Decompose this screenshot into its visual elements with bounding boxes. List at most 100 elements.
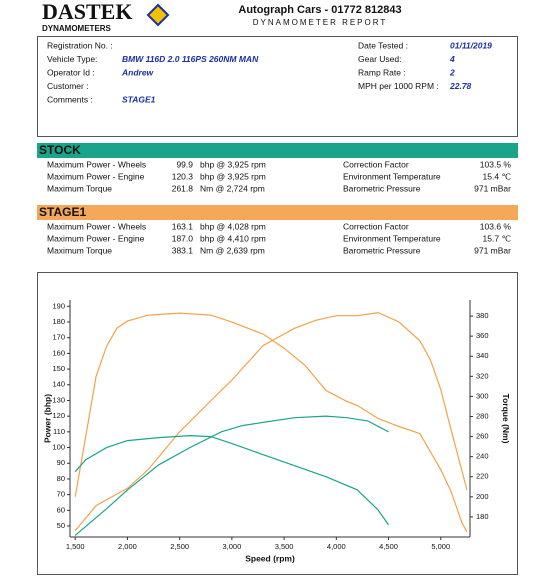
y-tick-label: 120 bbox=[52, 411, 65, 420]
x-tick-label: 3,000 bbox=[222, 542, 241, 551]
y-tick-label: 50 bbox=[57, 521, 65, 530]
row-unit: bhp @ 4,028 rpm bbox=[200, 221, 266, 231]
row-value: 103.5 % bbox=[480, 159, 512, 169]
y-axis-title: Power (bhp) bbox=[42, 394, 52, 443]
y-tick-label: 70 bbox=[57, 490, 65, 499]
details: Registration No. : Vehicle Type: BMW 116D … bbox=[47, 40, 492, 104]
row-value: 971 mBar bbox=[474, 245, 511, 255]
section-title: STAGE1 bbox=[39, 205, 86, 219]
row-label: Environment Temperature bbox=[343, 171, 441, 181]
y-tick-label: 170 bbox=[52, 333, 65, 342]
detail-value: 01/11/2019 bbox=[450, 40, 492, 50]
row-label: Maximum Torque bbox=[47, 183, 112, 193]
curve bbox=[74, 434, 389, 526]
logo-icon bbox=[146, 3, 170, 27]
y2-tick-label: 320 bbox=[476, 371, 489, 380]
y-tick-label: 60 bbox=[57, 505, 65, 514]
row-label: Correction Factor bbox=[343, 221, 409, 231]
row-label: Maximum Power - Wheels bbox=[47, 221, 146, 231]
detail-label: Customer : bbox=[47, 81, 89, 91]
y-tick-label: 110 bbox=[53, 427, 65, 436]
curve bbox=[74, 415, 389, 536]
y2-tick-label: 300 bbox=[476, 391, 489, 400]
detail-label: Registration No. : bbox=[47, 40, 113, 50]
curve bbox=[74, 311, 468, 532]
chart-box bbox=[37, 272, 518, 575]
x-tick-label: 1,500 bbox=[66, 542, 85, 551]
x-tick-label: 5,000 bbox=[431, 542, 450, 551]
section-bar bbox=[37, 143, 518, 158]
row-unit: bhp @ 4,410 rpm bbox=[200, 233, 266, 243]
row-value: 103.6 % bbox=[480, 221, 512, 231]
row-value: 99.9 bbox=[176, 159, 193, 169]
row-value: 261.8 bbox=[172, 183, 194, 193]
details-box bbox=[37, 36, 518, 137]
x-tick-label: 2,500 bbox=[170, 542, 189, 551]
detail-value: 22.78 bbox=[449, 81, 472, 91]
x-tick-label: 3,500 bbox=[275, 542, 294, 551]
y-tick-label: 130 bbox=[52, 395, 65, 404]
detail-value: 2 bbox=[449, 67, 455, 77]
detail-value: Andrew bbox=[121, 67, 155, 77]
detail-value: STAGE1 bbox=[122, 94, 156, 104]
y-tick-label: 150 bbox=[52, 364, 65, 373]
detail-label: Date Tested : bbox=[358, 40, 408, 50]
detail-label: Operator Id : bbox=[47, 67, 95, 77]
row-label: Barometric Pressure bbox=[343, 183, 421, 193]
y2-tick-label: 280 bbox=[476, 411, 489, 420]
y2-tick-label: 380 bbox=[476, 311, 489, 320]
x-axis-title: Speed (rpm) bbox=[245, 553, 295, 563]
row-unit: Nm @ 2,639 rpm bbox=[200, 245, 265, 255]
row-label: Barometric Pressure bbox=[343, 245, 421, 255]
y-tick-label: 100 bbox=[52, 443, 65, 452]
detail-label: Ramp Rate : bbox=[358, 67, 406, 77]
row-label: Maximum Torque bbox=[47, 245, 112, 255]
header-title: Autograph Cars - 01772 812843 bbox=[238, 4, 401, 16]
detail-label: MPH per 1000 RPM : bbox=[358, 81, 439, 91]
y2-tick-label: 200 bbox=[476, 492, 489, 501]
y-tick-label: 190 bbox=[52, 301, 65, 310]
y2-tick-label: 340 bbox=[476, 351, 489, 360]
row-label: Maximum Power - Wheels bbox=[47, 159, 146, 169]
row-value: 120.3 bbox=[172, 171, 194, 181]
row-value: 163.1 bbox=[172, 221, 194, 231]
row-label: Maximum Power - Engine bbox=[47, 171, 145, 181]
row-value: 15.7 ℃ bbox=[483, 233, 512, 243]
row-unit: Nm @ 2,724 rpm bbox=[200, 183, 265, 193]
detail-label: Comments : bbox=[47, 94, 93, 104]
chart: 50 60 70 80 90 100 110 120 130 140 150 160 170 180 190… bbox=[42, 300, 511, 563]
y-tick-label: 80 bbox=[57, 474, 65, 483]
y-tick-label: 90 bbox=[57, 458, 65, 467]
x-tick-label: 4,000 bbox=[327, 542, 346, 551]
header-subtitle: DYNAMOMETER REPORT bbox=[253, 18, 388, 27]
detail-label: Gear Used: bbox=[358, 54, 401, 64]
y2-tick-label: 220 bbox=[476, 472, 489, 481]
detail-value: 4 bbox=[449, 54, 455, 64]
row-unit: bhp @ 3,925 rpm bbox=[200, 159, 266, 169]
row-value: 15.4 ℃ bbox=[483, 171, 512, 181]
detail-value: BMW 116D 2.0 116PS 260NM MAN bbox=[122, 54, 259, 64]
row-unit: bhp @ 3,925 rpm bbox=[200, 171, 266, 181]
x-tick-label: 2,000 bbox=[118, 542, 137, 551]
x-tick-label: 4,500 bbox=[379, 542, 398, 551]
y-tick-label: 160 bbox=[52, 348, 65, 357]
logo-name: DASTEK bbox=[42, 0, 132, 24]
row-label: Maximum Power - Engine bbox=[47, 233, 145, 243]
curve bbox=[74, 312, 468, 533]
detail-label: Vehicle Type: bbox=[47, 54, 97, 64]
row-label: Correction Factor bbox=[343, 159, 409, 169]
row-value: 187.0 bbox=[172, 233, 194, 243]
y-tick-label: 140 bbox=[52, 380, 65, 389]
sections: STOCK Maximum Power - Wheels 99.9 bhp @ 3,9… bbox=[37, 143, 518, 255]
row-label: Environment Temperature bbox=[343, 233, 441, 243]
y2-tick-label: 240 bbox=[476, 452, 489, 461]
y2-tick-label: 260 bbox=[476, 432, 489, 441]
y2-tick-label: 360 bbox=[476, 331, 489, 340]
row-value: 383.1 bbox=[172, 245, 194, 255]
y-tick-label: 180 bbox=[52, 317, 65, 326]
row-value: 971 mBar bbox=[474, 183, 511, 193]
section-bar bbox=[37, 205, 518, 220]
section-title: STOCK bbox=[39, 143, 81, 157]
y2-axis-title: Torque (Nm) bbox=[501, 394, 511, 444]
logo-tagline: DYNAMOMETERS bbox=[42, 24, 112, 33]
